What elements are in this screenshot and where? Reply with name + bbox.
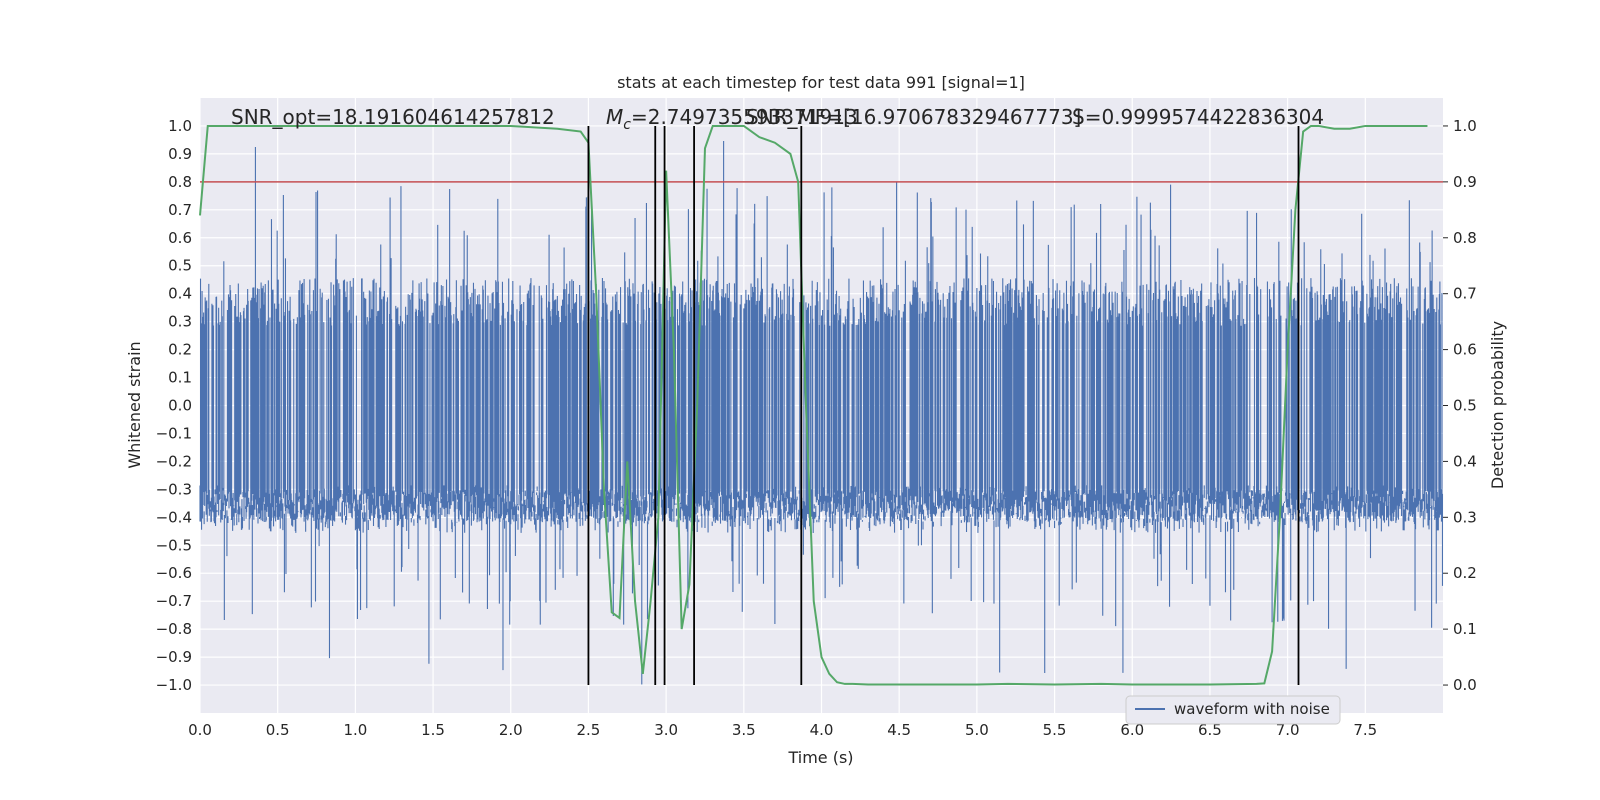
y-right-tick-label: 0.8 <box>1453 229 1477 247</box>
y-tick-label: −0.7 <box>156 592 192 610</box>
x-tick-labels: 0.0 0.5 1.0 1.5 2.0 2.5 3.0 3.5 4.0 4.5 5.0 5.5 6.0 6… <box>188 721 1377 739</box>
probability-series <box>199 124 1428 686</box>
x-tick-label: 2.0 <box>499 721 523 739</box>
waveform-trace <box>199 141 1444 685</box>
x-tick-label: 5.5 <box>1043 721 1067 739</box>
y-tick-label: 0.6 <box>168 229 192 247</box>
y-right-tick-label: 0.9 <box>1453 173 1477 191</box>
y-tick-label: −0.1 <box>156 424 192 442</box>
annotation-mc: Mc=2.749735593371913 <box>606 105 858 133</box>
y-right-tick-label: 0.1 <box>1453 620 1477 638</box>
y-right-tick-label: 0.0 <box>1453 676 1477 694</box>
annotation-s: S=0.9999574422836304 <box>1072 105 1324 129</box>
y-tick-label: 0.0 <box>168 397 192 415</box>
y-right-tick-label: 0.6 <box>1453 341 1477 359</box>
y-tick-label: −0.5 <box>156 536 192 554</box>
y-tick-label: 0.1 <box>168 369 192 387</box>
annotation-snr-opt: SNR_opt=18.191604614257812 <box>231 105 555 129</box>
y-tick-label: −0.4 <box>156 508 192 526</box>
x-tick-label: 6.5 <box>1198 721 1222 739</box>
y-right-tick-label: 0.2 <box>1453 564 1477 582</box>
legend-box <box>1125 695 1341 725</box>
x-tick-label: 1.5 <box>421 721 445 739</box>
y-right-tick-label: 1.0 <box>1453 117 1477 135</box>
legend: waveform with noise <box>1125 695 1341 725</box>
x-tick-label: 5.0 <box>965 721 989 739</box>
x-tick-label: 4.5 <box>887 721 911 739</box>
y-axis-label: Whitened strain <box>125 341 144 468</box>
y-tick-label: 0.7 <box>168 201 192 219</box>
x-tick-label: 3.5 <box>732 721 756 739</box>
y-tick-label: 0.4 <box>168 285 192 303</box>
x-tick-label: 3.0 <box>654 721 678 739</box>
x-tick-label: 0.5 <box>266 721 290 739</box>
y-right-tick-label: 0.3 <box>1453 508 1477 526</box>
y-tick-label: 0.9 <box>168 145 192 163</box>
y-tick-label: −0.9 <box>156 648 192 666</box>
annotation-snr-mf: SNR_MF=[16.970678329467773] <box>746 105 1081 129</box>
y-tick-label: −0.2 <box>156 452 192 470</box>
y-right-axis-label: Detection probability <box>1488 321 1507 489</box>
annotation-mc-value: =2.749735593371913 <box>631 105 858 129</box>
x-tick-label: 1.0 <box>343 721 367 739</box>
y-tick-label: −0.8 <box>156 620 192 638</box>
vertical-markers <box>587 125 1300 686</box>
y-tick-label: 0.2 <box>168 341 192 359</box>
y-right-tick-label: 0.4 <box>1453 452 1477 470</box>
x-axis-label: Time (s) <box>787 748 853 767</box>
y-right-tick-labels: 0.0 0.1 0.2 0.3 0.4 0.5 0.6 0.7 0.8 0.9 1.0 <box>1443 117 1477 694</box>
y-tick-label: 1.0 <box>168 117 192 135</box>
x-tick-label: 7.5 <box>1353 721 1377 739</box>
y-tick-label: −0.6 <box>156 564 192 582</box>
y-tick-label: 0.8 <box>168 173 192 191</box>
chart-title: stats at each timestep for test data 991… <box>617 73 1025 92</box>
annotation-mc-sub: c <box>623 117 631 133</box>
probability-line <box>199 124 1428 686</box>
y-tick-label: −1.0 <box>156 676 192 694</box>
x-tick-label: 2.5 <box>577 721 601 739</box>
y-right-tick-label: 0.5 <box>1453 397 1477 415</box>
legend-label: waveform with noise <box>1174 700 1330 718</box>
y-right-tick-label: 0.7 <box>1453 285 1477 303</box>
waveform-series <box>199 141 1444 685</box>
y-tick-labels: −1.0 −0.9 −0.8 −0.7 −0.6 −0.5 −0.4 −0.3 −0.2 −0.1… <box>156 117 192 694</box>
x-tick-label: 7.0 <box>1276 721 1300 739</box>
y-tick-label: 0.5 <box>168 257 192 275</box>
x-tick-label: 4.0 <box>810 721 834 739</box>
annotation-mc-symbol: M <box>606 105 623 129</box>
x-tick-label: 6.0 <box>1120 721 1144 739</box>
x-tick-label: 0.0 <box>188 721 212 739</box>
y-tick-label: −0.3 <box>156 480 192 498</box>
y-tick-label: 0.3 <box>168 313 192 331</box>
